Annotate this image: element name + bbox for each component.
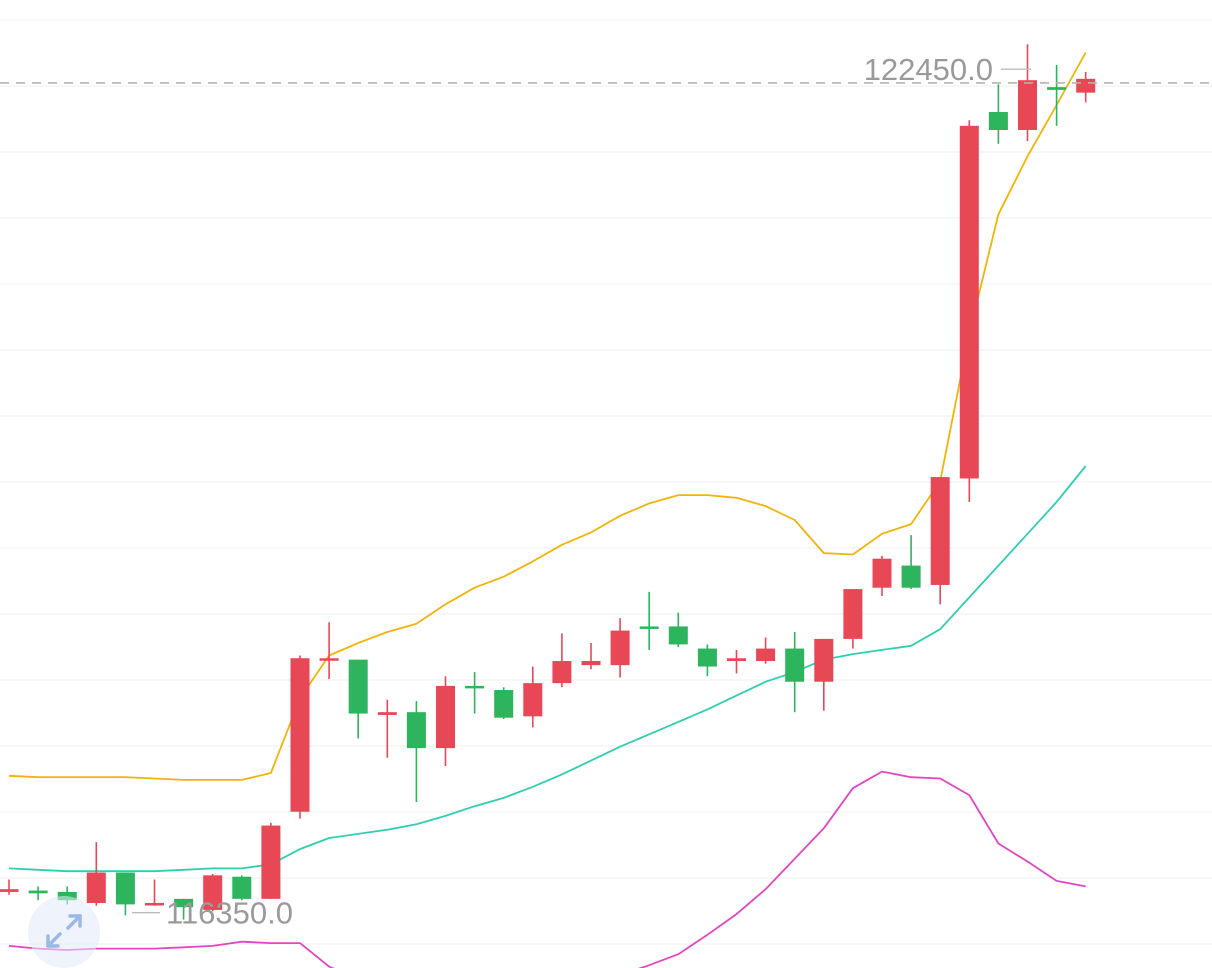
candle-body [901,565,921,588]
candle-body [843,589,863,639]
candle [785,631,805,713]
candle-body [115,872,135,905]
candle-body [465,685,485,689]
candle-body [814,638,834,682]
candle [290,655,310,819]
candle [901,535,921,590]
candle [86,842,106,906]
candle [697,644,717,677]
candle [639,591,659,650]
candle [494,687,514,720]
candle-body [232,876,252,899]
candle [523,666,543,728]
candle [1047,64,1067,126]
candle [406,701,426,803]
candle [959,120,979,502]
candle-body [406,712,426,749]
candle [1018,44,1037,142]
max-price-annotation: 122450.0 [864,52,1031,87]
candles [0,44,1096,920]
candle [988,84,1008,144]
expand-button[interactable] [28,896,100,968]
candle [28,886,48,901]
upper-band-line [8,52,1087,781]
candle-body [959,125,979,479]
candle [727,649,746,674]
candle-body [261,825,281,899]
candle [377,699,397,758]
candle [581,643,601,670]
candle [843,589,863,649]
candle-body [668,626,688,645]
candle [872,555,892,597]
candle [756,637,776,664]
candle-body [28,890,48,894]
candle [115,872,135,916]
candle-body [377,712,397,715]
candle-body [1018,80,1037,130]
candle-body [319,658,339,661]
candle [610,618,630,678]
candle [1076,71,1096,103]
candle [436,676,455,767]
candle-body [436,685,455,749]
candle-body [145,903,164,906]
candle-body [0,889,19,892]
candle-body [756,648,776,662]
candle-body [1047,87,1067,90]
candle-body [348,659,368,714]
min-price-label: 116350.0 [166,896,293,931]
candle [232,875,252,901]
grid-lines [0,19,1212,945]
candle-body [785,648,805,682]
candle-body [1076,78,1096,93]
candle-body [203,875,223,910]
candle-body [639,626,659,629]
candle [668,612,688,648]
candle-body [697,648,717,667]
candle [174,898,194,920]
candle [465,672,485,714]
candle-body [610,630,630,666]
candle [814,638,834,711]
lower-band-line [8,770,1086,968]
candle-body [872,558,892,588]
middle-band-line [8,465,1087,873]
candle [348,659,368,739]
candle [930,477,950,605]
candle-body [727,658,746,662]
bollinger-bands [8,52,1087,968]
expand-arrows-icon [46,914,82,948]
candle [203,873,223,912]
candle [552,633,572,688]
candle [145,879,164,906]
candle-body [174,898,194,908]
max-price-label: 122450.0 [864,52,993,87]
candle [0,879,19,895]
candle-body [494,690,514,718]
candle [261,822,281,899]
candle-body [930,477,950,585]
candle [319,622,339,679]
candle-body [86,872,106,904]
candle-body [290,658,310,812]
candle-body [523,683,543,717]
candle-body [988,112,1008,130]
min-price-annotation: 116350.0 [132,896,293,931]
candle-body [552,661,572,684]
candle-body [581,661,601,666]
